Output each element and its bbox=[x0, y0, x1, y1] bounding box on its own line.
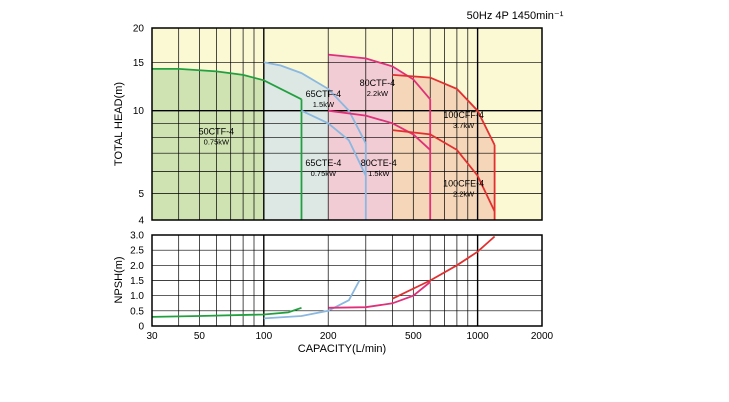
npsh-panel: 0 0.5 1.0 1.5 2.0 2.5 3.0 NPSH(m) bbox=[113, 231, 543, 333]
x-axis-label: CAPACITY(L/min) bbox=[298, 343, 386, 355]
zone-label-80ctf-4: 80CTF-4 bbox=[360, 78, 396, 88]
zone-label-65cte-4: 65CTE-4 bbox=[305, 158, 341, 168]
zone-label-100cff-4: 100CFF-4 bbox=[443, 110, 484, 120]
y-tick-total-head: 20 bbox=[133, 24, 145, 35]
npsh-curve-80ctf-4 bbox=[328, 281, 431, 309]
x-tick: 30 bbox=[146, 331, 158, 342]
curve-65ctf-4 bbox=[263, 61, 367, 144]
y-tick-npsh: 2.0 bbox=[130, 261, 144, 272]
npsh-curve-50ctf-4 bbox=[151, 306, 302, 318]
y-tick-npsh: 0.5 bbox=[130, 306, 144, 317]
curve-100cff-4 bbox=[392, 74, 496, 146]
zone-power-80cte-4: 1.5kW bbox=[368, 169, 390, 178]
total-head-plot-frame bbox=[151, 27, 543, 221]
total-head-panel: 50CTF-40.75kW65CTF-41.5kW65CTE-40.75kW80… bbox=[113, 24, 543, 227]
x-tick: 1000 bbox=[466, 331, 489, 342]
zone-label-65ctf-4: 65CTF-4 bbox=[306, 89, 342, 99]
x-tick: 2000 bbox=[531, 331, 554, 342]
y-tick-npsh: 1.0 bbox=[130, 291, 144, 302]
y-tick-total-head: 10 bbox=[133, 106, 145, 117]
chart-title: 50Hz 4P 1450min⁻¹ bbox=[467, 10, 564, 22]
zone-power-65ctf-4: 1.5kW bbox=[313, 100, 335, 109]
y-axis-label-total-head: TOTAL HEAD(m) bbox=[113, 82, 125, 166]
y-tick-npsh: 0 bbox=[138, 322, 144, 333]
y-tick-total-head: 4 bbox=[138, 216, 144, 227]
curve-65cte-4 bbox=[301, 109, 367, 177]
y-tick-total-head: 5 bbox=[138, 189, 144, 200]
pump-curves bbox=[152, 53, 496, 220]
zone-power-100cfe-4: 2.2kW bbox=[453, 189, 475, 198]
y-tick-npsh: 2.5 bbox=[130, 246, 144, 257]
npsh-plot-frame bbox=[151, 234, 543, 327]
pump-labels: 50CTF-40.75kW65CTF-41.5kW65CTE-40.75kW80… bbox=[199, 78, 484, 198]
zone-label-80cte-4: 80CTE-4 bbox=[361, 158, 397, 168]
x-tick: 500 bbox=[405, 331, 422, 342]
x-ticks: 30 50 100 200 500 1000 2000 bbox=[146, 331, 553, 342]
zone-label-100cfe-4: 100CFE-4 bbox=[443, 178, 484, 188]
curve-100cfe-4 bbox=[392, 129, 496, 212]
zone-power-80ctf-4: 2.2kW bbox=[367, 89, 389, 98]
npsh-curve-65ctf-4 bbox=[263, 280, 361, 320]
zone-label-50ctf-4: 50CTF-4 bbox=[199, 126, 235, 136]
x-tick: 200 bbox=[320, 331, 337, 342]
y-tick-npsh: 3.0 bbox=[130, 231, 144, 242]
x-tick: 100 bbox=[255, 331, 272, 342]
x-tick: 50 bbox=[194, 331, 206, 342]
zone-power-65cte-4: 0.75kW bbox=[311, 169, 337, 178]
npsh-y-ticks: 0 0.5 1.0 1.5 2.0 2.5 3.0 bbox=[130, 231, 144, 333]
zone-power-100cff-4: 3.7kW bbox=[453, 121, 475, 130]
curve-80ctf-4 bbox=[328, 53, 431, 100]
y-tick-npsh: 1.5 bbox=[130, 276, 144, 287]
npsh-curve-100cff-4 bbox=[392, 235, 496, 300]
npsh-curves bbox=[151, 235, 496, 320]
npsh-grid bbox=[151, 235, 543, 326]
y-tick-total-head: 15 bbox=[133, 58, 145, 69]
total-head-y-ticks: 4 5 10 15 20 bbox=[133, 24, 145, 227]
curve-80cte-4 bbox=[328, 109, 431, 151]
zone-power-50ctf-4: 0.75kW bbox=[204, 137, 230, 146]
y-axis-label-npsh: NPSH(m) bbox=[113, 256, 125, 303]
curve-50ctf-4 bbox=[152, 68, 302, 101]
